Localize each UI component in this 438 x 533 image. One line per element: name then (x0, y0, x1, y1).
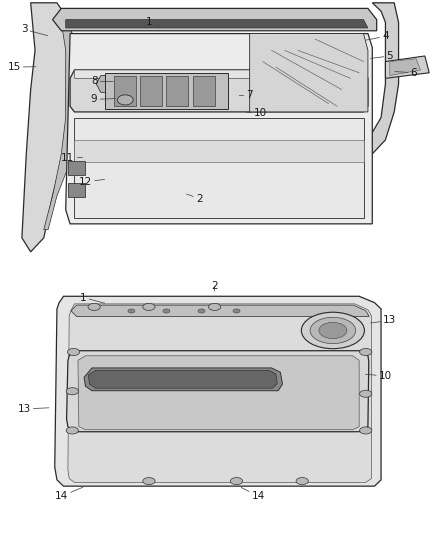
Text: 12: 12 (79, 177, 105, 187)
Polygon shape (311, 42, 328, 64)
Polygon shape (68, 183, 85, 197)
Circle shape (301, 312, 364, 349)
Text: 2: 2 (187, 193, 203, 204)
Polygon shape (250, 34, 368, 112)
Circle shape (143, 478, 155, 484)
Circle shape (360, 427, 372, 434)
Text: 1: 1 (145, 18, 159, 27)
Text: 3: 3 (21, 25, 48, 36)
Text: 9: 9 (91, 94, 116, 104)
Polygon shape (67, 351, 369, 432)
Circle shape (163, 309, 170, 313)
Polygon shape (166, 76, 188, 106)
Polygon shape (74, 118, 364, 219)
Circle shape (66, 387, 78, 395)
Text: 8: 8 (91, 76, 113, 86)
Text: 13: 13 (371, 316, 396, 325)
Circle shape (117, 95, 133, 105)
Text: 14: 14 (55, 487, 83, 502)
Text: 11: 11 (61, 153, 83, 163)
Text: 15: 15 (7, 62, 36, 72)
Text: 13: 13 (18, 404, 49, 414)
Polygon shape (267, 42, 285, 64)
Polygon shape (66, 20, 368, 28)
Polygon shape (333, 42, 350, 64)
Polygon shape (22, 3, 74, 252)
Polygon shape (96, 76, 180, 92)
Polygon shape (74, 140, 364, 162)
Polygon shape (193, 76, 215, 106)
Text: 6: 6 (395, 68, 417, 78)
Circle shape (208, 303, 221, 310)
Text: 10: 10 (365, 371, 392, 381)
Text: 2: 2 (211, 281, 218, 291)
Circle shape (360, 349, 372, 356)
Circle shape (88, 303, 100, 310)
Circle shape (143, 303, 155, 310)
Text: 7: 7 (239, 90, 253, 100)
Polygon shape (254, 36, 364, 70)
Polygon shape (88, 370, 277, 388)
Polygon shape (74, 70, 368, 78)
Polygon shape (140, 76, 162, 106)
Polygon shape (68, 304, 371, 482)
Circle shape (310, 317, 356, 344)
Circle shape (296, 478, 308, 484)
Polygon shape (78, 356, 359, 430)
Polygon shape (53, 9, 377, 31)
Polygon shape (68, 161, 85, 175)
Polygon shape (368, 3, 399, 154)
Polygon shape (70, 70, 368, 112)
Polygon shape (66, 34, 372, 224)
Polygon shape (44, 14, 74, 229)
Text: 14: 14 (241, 488, 265, 502)
Polygon shape (84, 368, 283, 391)
Text: 4: 4 (366, 31, 389, 42)
Text: 10: 10 (246, 108, 267, 118)
Circle shape (233, 309, 240, 313)
Circle shape (66, 427, 78, 434)
Polygon shape (105, 73, 228, 109)
Circle shape (319, 322, 347, 338)
Circle shape (198, 309, 205, 313)
Polygon shape (71, 305, 369, 317)
Circle shape (360, 390, 372, 397)
Circle shape (128, 309, 135, 313)
Text: 1: 1 (80, 293, 105, 303)
Polygon shape (390, 59, 420, 76)
Polygon shape (114, 76, 136, 106)
Polygon shape (55, 296, 381, 486)
Circle shape (230, 478, 243, 484)
Circle shape (67, 349, 80, 356)
Text: 5: 5 (371, 51, 393, 61)
Polygon shape (385, 56, 429, 78)
Polygon shape (289, 42, 307, 64)
